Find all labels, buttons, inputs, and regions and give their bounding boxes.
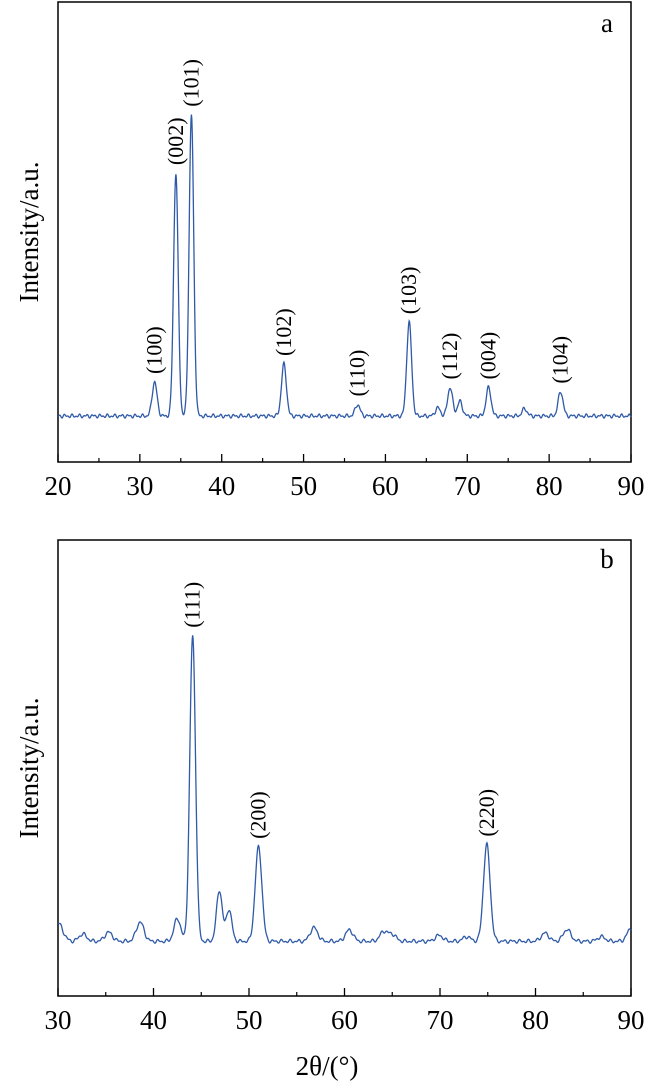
x-tick-label: 90 [618, 471, 645, 501]
x-tick-label: 40 [140, 1005, 167, 1035]
peak-label: (112) [437, 333, 462, 380]
x-axis-ticks: 30 40 50 60 70 80 90 [45, 988, 645, 1035]
x-axis-label: 2θ/(°) [296, 1051, 359, 1081]
x-tick-label: 70 [454, 471, 481, 501]
y-axis-label: Intensity/a.u. [14, 162, 44, 303]
peak-label: (111) [180, 582, 205, 628]
x-tick-label: 50 [236, 1005, 263, 1035]
panel-a: 20 30 40 50 60 70 80 90 (100) (002) (101) (102) (11… [14, 1, 645, 501]
x-tick-label: 20 [45, 471, 72, 501]
peak-label: (101) [178, 59, 203, 107]
series-line [57, 114, 632, 419]
x-tick-label: 60 [331, 1005, 358, 1035]
peak-labels: (111) (200) (220) [180, 582, 499, 839]
panel-label: b [600, 544, 614, 574]
panel-b: 30 40 50 60 70 80 90 (111) (200) (220) Intensity… [14, 539, 645, 1081]
x-tick-label: 80 [536, 471, 563, 501]
panel-label: a [601, 8, 613, 38]
x-tick-label: 70 [427, 1005, 454, 1035]
peak-label: (200) [246, 791, 271, 839]
x-tick-label: 90 [618, 1005, 645, 1035]
x-tick-label: 30 [45, 1005, 72, 1035]
peak-label: (004) [476, 332, 501, 380]
x-tick-label: 80 [522, 1005, 549, 1035]
peak-label: (220) [474, 789, 499, 837]
x-tick-label: 40 [208, 471, 235, 501]
x-tick-label: 30 [126, 471, 153, 501]
peak-label: (104) [548, 336, 573, 384]
x-axis-ticks: 20 30 40 50 60 70 80 90 [45, 454, 645, 501]
peak-labels: (100) (002) (101) (102) (110) (103) (112) (004)… [142, 59, 573, 396]
peak-label: (103) [396, 267, 421, 315]
x-tick-label: 60 [372, 471, 399, 501]
series-line [57, 635, 632, 945]
peak-label: (102) [271, 308, 296, 356]
peak-label: (110) [345, 350, 370, 397]
peak-label: (002) [163, 117, 188, 165]
x-tick-label: 50 [290, 471, 317, 501]
y-axis-label: Intensity/a.u. [14, 698, 44, 839]
peak-label: (100) [142, 326, 167, 374]
